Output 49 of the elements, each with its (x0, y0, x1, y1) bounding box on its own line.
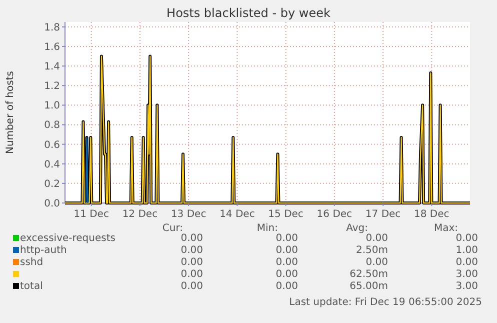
text: 0.00 (276, 245, 298, 256)
x-tick-label: 13 Dec (170, 209, 206, 220)
legend-label: sshd (20, 257, 44, 268)
y-tick-label: 0.8 (44, 120, 60, 132)
text: 0.00 (180, 281, 203, 292)
text: 62.50m (350, 269, 388, 280)
text: Cur: (162, 223, 183, 234)
text: 0.00 (180, 269, 203, 280)
text: 0.00 (180, 233, 203, 244)
text: 0.00 (180, 257, 203, 268)
text: Last update: Fri Dec 19 06:55:00 2025 (289, 297, 482, 308)
y-tick-label: 1.8 (44, 22, 60, 34)
x-tick-label: 14 Dec (220, 209, 255, 220)
text: 2.50m (356, 245, 388, 256)
text: 0.00 (276, 269, 298, 280)
x-tick-label: 12 Dec (122, 209, 158, 220)
x-tick-label: 15 Dec (268, 209, 304, 220)
text: Min: (256, 223, 278, 234)
chart-title: Hosts blacklisted - by week (166, 6, 330, 20)
text: Max: (434, 223, 458, 234)
y-tick-label: 0.4 (44, 159, 60, 170)
text: 1.00 (456, 245, 478, 256)
text: Avg: (346, 223, 368, 234)
text: 0.00 (366, 257, 388, 268)
text: 0.00 (276, 281, 298, 292)
y-tick-label: 1.4 (44, 62, 60, 73)
text: 0.00 (180, 245, 203, 256)
text: 3.00 (456, 281, 478, 292)
y-tick-label: 1.2 (44, 81, 60, 92)
legend-label: total (20, 281, 43, 292)
y-tick-label: 1.6 (44, 42, 60, 53)
text: 0.00 (276, 233, 298, 244)
y-axis-title: Number of hosts (5, 71, 16, 154)
x-tick-label: 11 Dec (74, 209, 109, 220)
x-tick-label: 18 Dec (414, 209, 450, 220)
text: 0.00 (456, 233, 478, 244)
text: 0.00 (456, 257, 478, 268)
y-tick-label: 0.0 (44, 198, 60, 210)
x-tick-label: 16 Dec (316, 209, 352, 220)
legend-label: http-auth (20, 245, 67, 256)
x-tick-label: 17 Dec (365, 209, 401, 220)
y-tick-label: 0.2 (44, 178, 60, 190)
y-tick-label: 1.0 (44, 100, 60, 112)
text: 65.00m (350, 281, 388, 292)
text: 0.00 (276, 257, 298, 268)
legend-label: excessive-requests (20, 233, 116, 244)
text: 0.00 (366, 233, 388, 244)
text: 3.00 (456, 269, 478, 280)
y-tick-label: 0.6 (44, 140, 60, 151)
